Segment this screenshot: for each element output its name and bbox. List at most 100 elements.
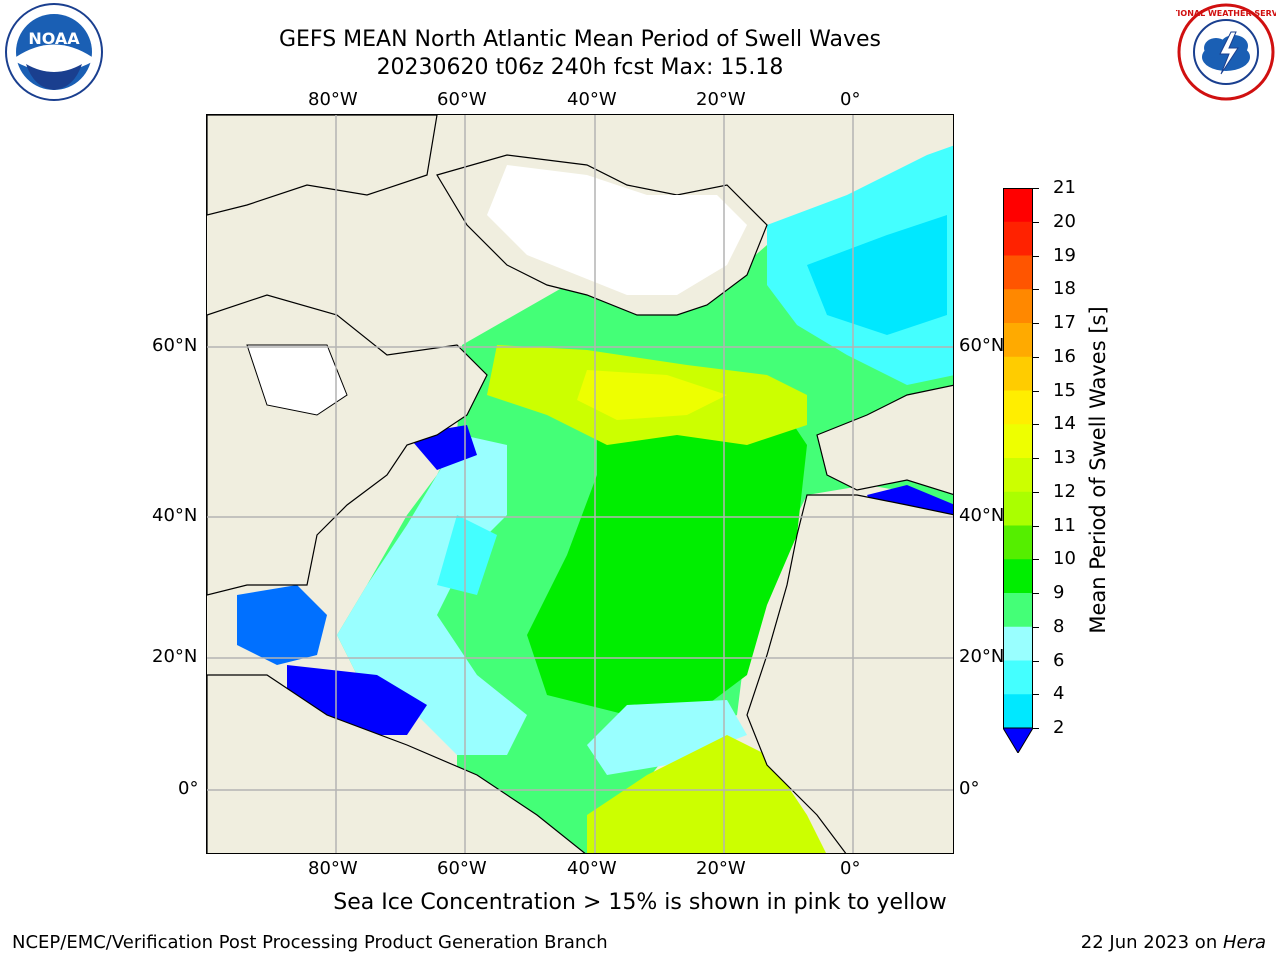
graticule (207, 115, 953, 853)
ocean-high-period-north-2 (577, 370, 727, 420)
colorbar-extend-triangle (1003, 727, 1033, 753)
colorbar-tick (1033, 255, 1039, 257)
land-south-america (207, 674, 586, 853)
left-lat-label-20n: 20°N (152, 646, 198, 667)
colorbar-segment (1003, 694, 1033, 729)
nws-logo-text: NATIONAL WEATHER SERVICE (1176, 9, 1276, 18)
right-lat-label-20n: 20°N (959, 646, 1005, 667)
bottom-lon-label-0: 0° (840, 858, 861, 879)
colorbar-tick-label: 21 (1053, 177, 1076, 198)
colorbar-segment (1003, 525, 1033, 560)
colorbar-tick (1033, 458, 1039, 459)
credit-text: NCEP/EMC/Verification Post Processing Pr… (12, 932, 608, 953)
right-lat-label-0: 0° (959, 778, 980, 799)
colorbar-tick-label: 11 (1053, 514, 1076, 536)
colorbar-tick (1033, 626, 1039, 628)
noaa-logo: NOAA (4, 2, 104, 102)
right-lat-label-40n: 40°N (959, 505, 1005, 526)
map-panel (206, 114, 954, 854)
colorbar-tick (1033, 424, 1039, 426)
colorbar-tick-label: 13 (1053, 447, 1076, 468)
sea-ice-note: Sea Ice Concentration > 15% is shown in … (333, 890, 947, 915)
colorbar-segment (1003, 593, 1033, 628)
bottom-lon-label-20w: 20°W (696, 858, 746, 879)
colorbar-segment (1003, 559, 1033, 594)
colorbar-segment (1003, 660, 1033, 695)
colorbar-outline (1003, 188, 1033, 729)
left-lat-label-40n: 40°N (152, 505, 198, 526)
right-lat-label-60n: 60°N (959, 335, 1005, 356)
plot-title: GEFS MEAN North Atlantic Mean Period of … (0, 26, 1160, 82)
colorbar-tick-label: 9 (1053, 582, 1065, 603)
colorbar-tick (1033, 221, 1039, 223)
land-africa (746, 494, 953, 853)
colorbar-tick-label: 20 (1053, 210, 1076, 232)
colorbar-tick-label: 18 (1053, 278, 1076, 300)
date-text: 22 Jun 2023 on (1080, 932, 1223, 953)
colorbar-segment (1003, 323, 1033, 358)
top-lon-label-40w: 40°W (567, 89, 617, 110)
bottom-lon-label-80w: 80°W (308, 858, 358, 879)
ocean-equator-cyan (587, 700, 747, 775)
greenland-ice (487, 165, 747, 295)
nws-logo: NATIONAL WEATHER SERVICE (1160, 2, 1280, 102)
colorbar-tick-label: 12 (1053, 480, 1076, 502)
colorbar-tick-label: 19 (1053, 244, 1076, 266)
colorbar-tick-label: 15 (1053, 379, 1076, 401)
ocean-western-cyan-2 (437, 515, 497, 595)
colorbar-tick (1033, 559, 1039, 561)
ocean-core-green (527, 365, 807, 715)
title-line-1: GEFS MEAN North Atlantic Mean Period of … (278, 27, 881, 52)
land-europe (816, 384, 953, 496)
top-lon-label-20w: 20°W (696, 89, 746, 110)
colorbar-segment (1003, 458, 1033, 493)
colorbar-tick-label: 17 (1053, 312, 1076, 333)
colorbar-segment (1003, 221, 1033, 256)
host-name: Hera (1222, 932, 1266, 953)
colorbar-segment (1003, 188, 1033, 223)
land-arctic-islands (207, 115, 438, 216)
top-lon-label-60w: 60°W (437, 89, 487, 110)
colorbar-title: Mean Period of Swell Waves [s] (1086, 306, 1110, 634)
colorbar-segment (1003, 255, 1033, 290)
bottom-lon-label-40w: 40°W (567, 858, 617, 879)
hudson-bay-ice (246, 344, 348, 416)
colorbar-tick (1033, 289, 1039, 291)
top-lon-label-0: 0° (840, 89, 861, 110)
colorbar-tick-label: 10 (1053, 548, 1076, 570)
colorbar-tick (1033, 593, 1039, 594)
colorbar (1003, 188, 1033, 753)
colorbar-tick-label: 16 (1053, 345, 1076, 367)
colorbar-tick-label: 8 (1053, 615, 1065, 637)
colorbar-tick-label: 14 (1053, 413, 1076, 435)
colorbar-tick (1033, 356, 1039, 358)
ocean-western-cyan (337, 435, 527, 755)
colorbar-tick-label: 2 (1053, 717, 1065, 738)
colorbar-segment (1003, 491, 1033, 526)
colorbar-tick (1033, 491, 1039, 493)
gulf-of-mexico-blue (237, 585, 327, 665)
ocean-northeast-cyan-2 (807, 215, 947, 335)
colorbar-tick (1033, 728, 1039, 729)
colorbar-tick (1033, 694, 1039, 696)
bottom-lon-label-60w: 60°W (437, 858, 487, 879)
title-line-2: 20230620 t06z 240h fcst Max: 15.18 (376, 55, 784, 80)
colorbar-segment (1003, 424, 1033, 459)
colorbar-tick (1033, 323, 1039, 324)
colorbar-segment (1003, 390, 1033, 425)
date-stamp: 22 Jun 2023 on Hera (1081, 932, 1266, 953)
colorbar-segment (1003, 626, 1033, 661)
colorbar-tick (1033, 390, 1039, 392)
left-lat-label-0: 0° (178, 778, 199, 799)
left-lat-label-60n: 60°N (152, 335, 198, 356)
colorbar-tick (1033, 660, 1039, 662)
map-svg (207, 115, 953, 853)
colorbar-tick (1033, 525, 1039, 527)
top-lon-label-80w: 80°W (308, 89, 358, 110)
colorbar-tick (1033, 188, 1039, 189)
noaa-logo-text: NOAA (28, 29, 80, 48)
colorbar-segment (1003, 289, 1033, 324)
colorbar-segment (1003, 356, 1033, 391)
colorbar-tick-label: 4 (1053, 683, 1065, 705)
colorbar-tick-label: 6 (1053, 649, 1065, 671)
